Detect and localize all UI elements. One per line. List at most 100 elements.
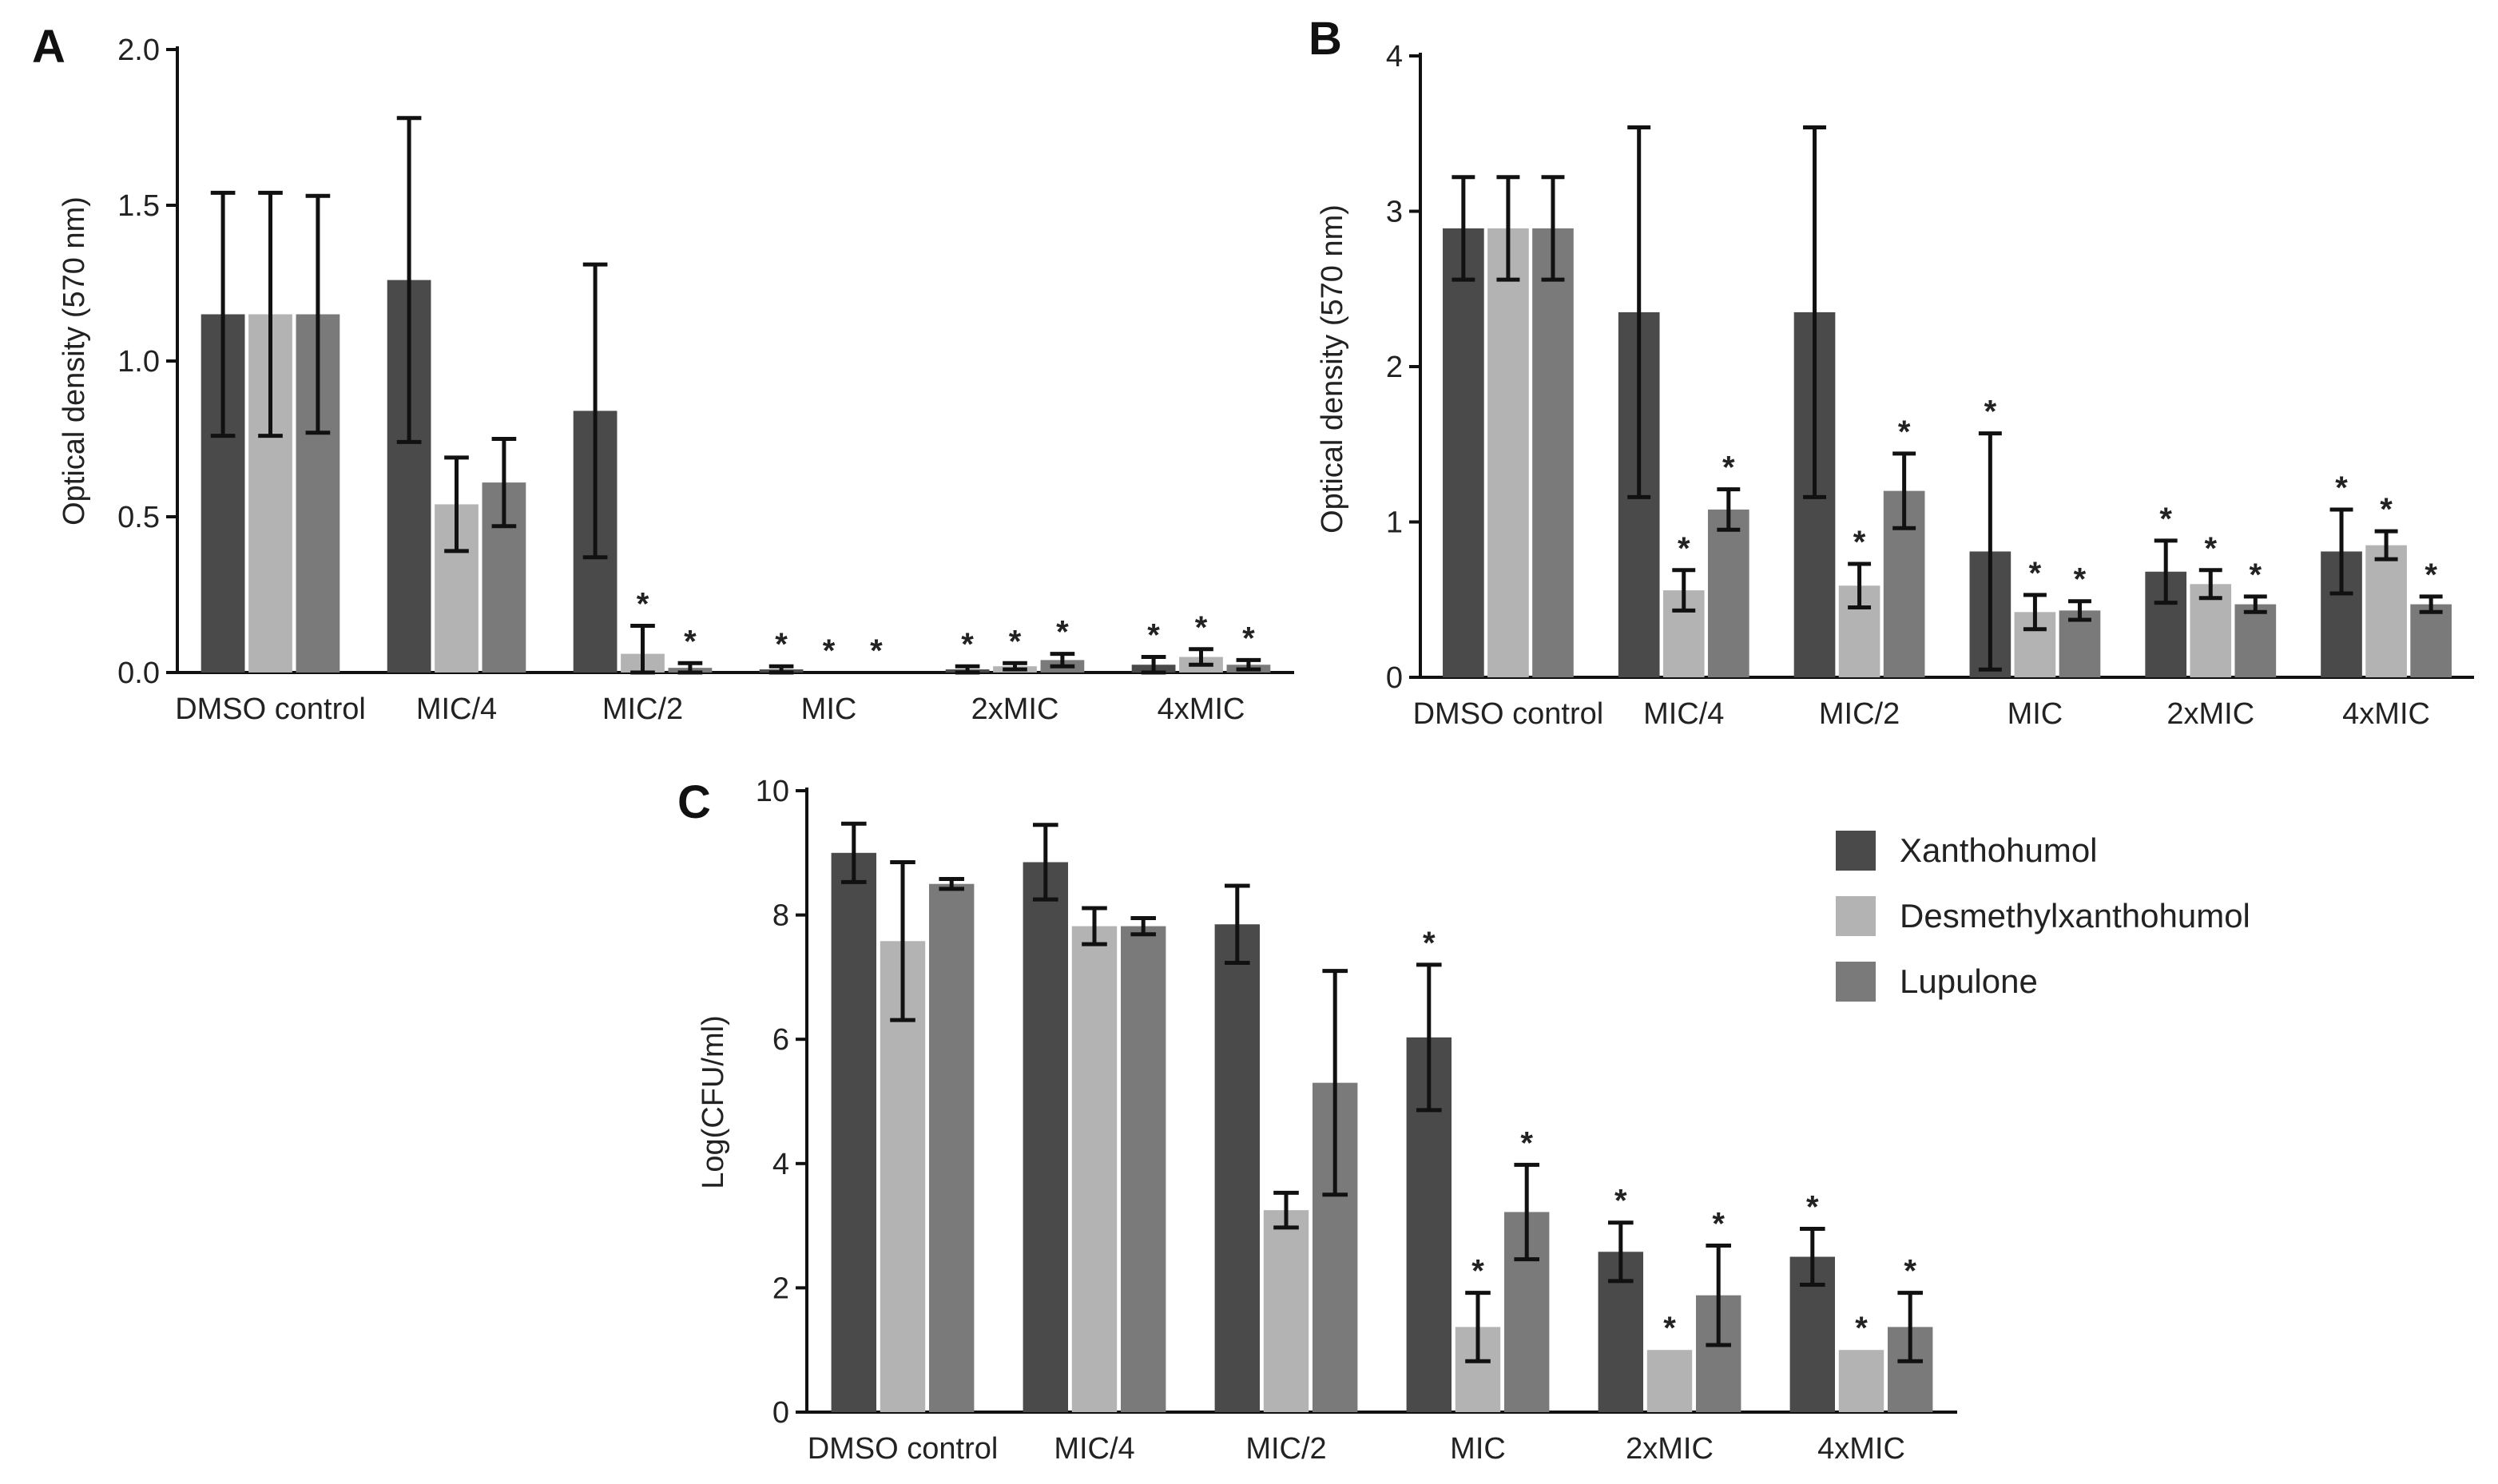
- significance-star-xanthohumol: *: [775, 627, 788, 662]
- panel-letter-b: B: [1309, 13, 1342, 65]
- bar-lupulone: [1532, 228, 1574, 677]
- significance-star-xanthohumol: *: [1984, 395, 1997, 430]
- x-category-label-a: MIC/4: [416, 692, 497, 726]
- significance-star-desmethylxanthohumol: *: [1853, 525, 1866, 560]
- y-tick-label-a: 2.0: [117, 34, 160, 67]
- y-tick-label-b: 4: [1386, 40, 1403, 73]
- x-category-label-b: DMSO control: [1413, 697, 1604, 731]
- x-category-label-c: DMSO control: [808, 1432, 999, 1466]
- bar-lupulone: [2410, 604, 2452, 677]
- bar-lupulone: [1121, 926, 1166, 1412]
- significance-star-desmethylxanthohumol: *: [2204, 531, 2217, 566]
- significance-star-lupulone: *: [684, 624, 697, 659]
- significance-star-lupulone: *: [870, 633, 883, 669]
- significance-star-desmethylxanthohumol: *: [1195, 610, 1208, 645]
- significance-star-lupulone: *: [1898, 415, 1911, 450]
- x-category-label-a: DMSO control: [175, 692, 366, 726]
- x-category-label-c: MIC/4: [1054, 1432, 1134, 1466]
- significance-star-lupulone: *: [1904, 1254, 1916, 1289]
- y-tick-label-a: 1.5: [117, 189, 160, 223]
- legend-swatch-desmethylxanthohumol: [1836, 896, 1876, 936]
- significance-star-xanthohumol: *: [1614, 1184, 1627, 1219]
- bar-lupulone: [1707, 509, 1749, 677]
- significance-star-desmethylxanthohumol: *: [1855, 1311, 1868, 1346]
- y-tick-label-b: 2: [1386, 351, 1403, 384]
- panel-letter-a: A: [32, 21, 66, 73]
- y-tick-label-a: 1.0: [117, 345, 160, 379]
- bar-desmethylxanthohumol: [1263, 1210, 1309, 1412]
- bar-xanthohumol: [1214, 924, 1260, 1412]
- significance-star-lupulone: *: [1712, 1206, 1725, 1241]
- bar-desmethylxanthohumol: [1071, 926, 1118, 1412]
- bar-desmethylxanthohumol: [1838, 1350, 1884, 1412]
- y-tick-label-b: 1: [1386, 506, 1403, 540]
- x-category-label-c: MIC: [1450, 1432, 1506, 1466]
- significance-star-xanthohumol: *: [2335, 470, 2348, 506]
- x-category-label-c: 4xMIC: [1817, 1432, 1905, 1466]
- y-tick-label-c: 0: [772, 1396, 789, 1430]
- legend-label-xanthohumol: Xanthohumol: [1900, 831, 2098, 869]
- significance-star-lupulone: *: [1242, 621, 1255, 656]
- panel-letter-c: C: [677, 776, 711, 828]
- legend-label-lupulone: Lupulone: [1900, 962, 2038, 1000]
- x-category-label-c: MIC/2: [1245, 1432, 1326, 1466]
- significance-star-desmethylxanthohumol: *: [637, 587, 649, 622]
- x-category-label-b: MIC/2: [1819, 697, 1900, 731]
- x-category-label-b: 2xMIC: [2166, 697, 2254, 731]
- y-tick-label-c: 8: [772, 899, 789, 933]
- y-tick-label-b: 3: [1386, 196, 1403, 229]
- panel-c: C Log(CFU/ml) 0 2 4 6 8 10 DMSO control MIC/4 MI…: [677, 775, 1957, 1466]
- significance-star-lupulone: *: [2074, 562, 2087, 597]
- significance-star-desmethylxanthohumol: *: [1471, 1254, 1484, 1289]
- significance-star-lupulone: *: [2250, 557, 2262, 593]
- bar-lupulone: [2234, 604, 2277, 677]
- significance-star-xanthohumol: *: [2159, 502, 2172, 537]
- legend-label-desmethylxanthohumol: Desmethylxanthohumol: [1900, 897, 2250, 934]
- y-tick-label-a: 0.0: [117, 657, 160, 690]
- significance-star-desmethylxanthohumol: *: [2380, 492, 2393, 527]
- y-tick-label-a: 0.5: [117, 501, 160, 534]
- legend: Xanthohumol Desmethylxanthohumol Lupulon…: [1836, 831, 2250, 1002]
- significance-star-xanthohumol: *: [961, 627, 974, 662]
- bar-lupulone: [929, 883, 975, 1412]
- significance-star-desmethylxanthohumol: *: [1009, 624, 1022, 659]
- y-axis-title-a: Optical density (570 nm): [58, 196, 91, 526]
- significance-star-desmethylxanthohumol: *: [2029, 556, 2042, 591]
- y-tick-label-c: 2: [772, 1272, 789, 1305]
- significance-star-xanthohumol: *: [1806, 1189, 1819, 1224]
- bar-xanthohumol: [1443, 228, 1484, 677]
- x-category-label-b: 4xMIC: [2342, 697, 2430, 731]
- x-category-label-b: MIC/4: [1643, 697, 1724, 731]
- bar-xanthohumol: [831, 852, 876, 1412]
- legend-swatch-lupulone: [1836, 962, 1876, 1002]
- y-axis-title-b: Optical density (570 nm): [1316, 204, 1349, 534]
- significance-star-desmethylxanthohumol: *: [1663, 1311, 1676, 1346]
- y-axis-title-c: Log(CFU/ml): [697, 1015, 730, 1188]
- panel-b: B Optical density (570 nm) 0 1 2 3 4 DMSO con…: [1309, 13, 2474, 731]
- panel-a: A Optical density (570 nm) 0.0 0.5 1.0 1.5 2…: [32, 21, 1294, 726]
- x-category-label-a: MIC: [801, 692, 857, 726]
- significance-star-desmethylxanthohumol: *: [1678, 531, 1690, 566]
- significance-star-xanthohumol: *: [1423, 926, 1436, 961]
- bar-desmethylxanthohumol: [2365, 545, 2407, 677]
- significance-star-lupulone: *: [1056, 615, 1069, 650]
- x-category-label-a: 2xMIC: [971, 692, 1059, 726]
- x-category-label-a: 4xMIC: [1158, 692, 1245, 726]
- legend-swatch-xanthohumol: [1836, 831, 1876, 871]
- x-category-label-c: 2xMIC: [1626, 1432, 1714, 1466]
- significance-star-lupulone: *: [2425, 557, 2437, 593]
- significance-star-lupulone: *: [1520, 1125, 1533, 1161]
- significance-star-desmethylxanthohumol: *: [823, 633, 836, 669]
- bar-desmethylxanthohumol: [1487, 228, 1529, 677]
- bar-xanthohumol: [1023, 862, 1068, 1412]
- bar-desmethylxanthohumol: [1646, 1350, 1693, 1412]
- y-tick-label-b: 0: [1386, 661, 1403, 695]
- significance-star-lupulone: *: [1722, 450, 1735, 486]
- y-tick-label-c: 6: [772, 1023, 789, 1057]
- x-category-label-b: MIC: [2008, 697, 2063, 731]
- x-category-label-a: MIC/2: [602, 692, 683, 726]
- significance-star-xanthohumol: *: [1147, 618, 1160, 653]
- y-tick-label-c: 4: [772, 1148, 789, 1181]
- y-tick-label-c: 10: [756, 775, 789, 808]
